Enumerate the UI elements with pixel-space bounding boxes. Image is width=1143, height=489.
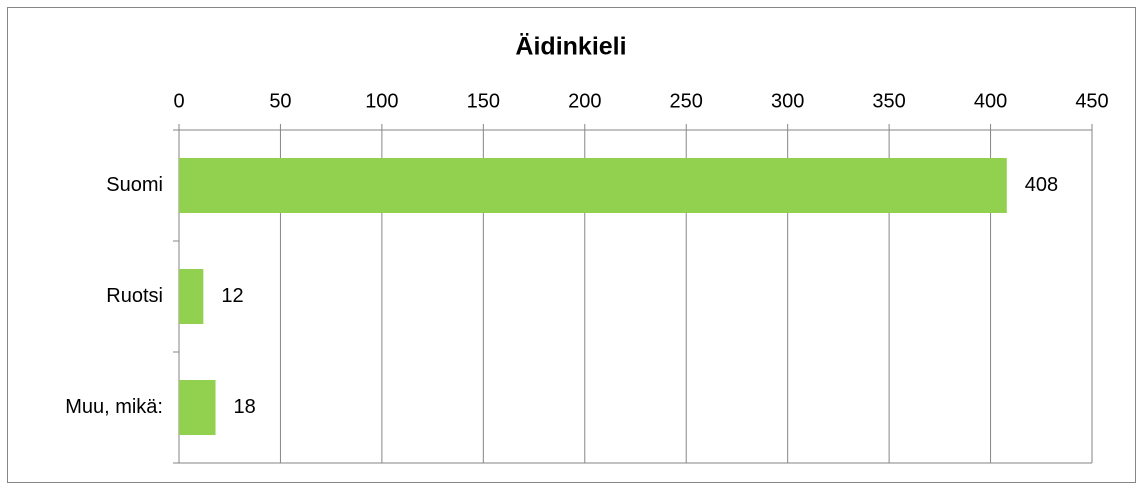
- x-tick-label: 400: [974, 90, 1007, 112]
- data-label: 408: [1025, 174, 1058, 196]
- data-label: 12: [221, 285, 243, 307]
- x-tick-label: 50: [269, 90, 291, 112]
- data-label: 18: [234, 396, 256, 418]
- x-tick-label: 250: [670, 90, 703, 112]
- chart-title: Äidinkieli: [515, 33, 626, 61]
- y-tick-label: Suomi: [106, 174, 163, 196]
- y-tick-label: Ruotsi: [106, 285, 163, 307]
- x-tick-label: 300: [771, 90, 804, 112]
- x-tick-label: 0: [173, 90, 184, 112]
- bar: [179, 158, 1007, 213]
- x-tick-label: 200: [568, 90, 601, 112]
- y-tick-label: Muu, mikä:: [65, 396, 163, 418]
- x-tick-label: 350: [872, 90, 905, 112]
- x-tick-label: 100: [365, 90, 398, 112]
- x-tick-label: 150: [467, 90, 500, 112]
- bar: [179, 380, 216, 435]
- x-tick-label: 450: [1075, 90, 1108, 112]
- bar: [179, 269, 204, 324]
- chart-border: [7, 7, 1136, 483]
